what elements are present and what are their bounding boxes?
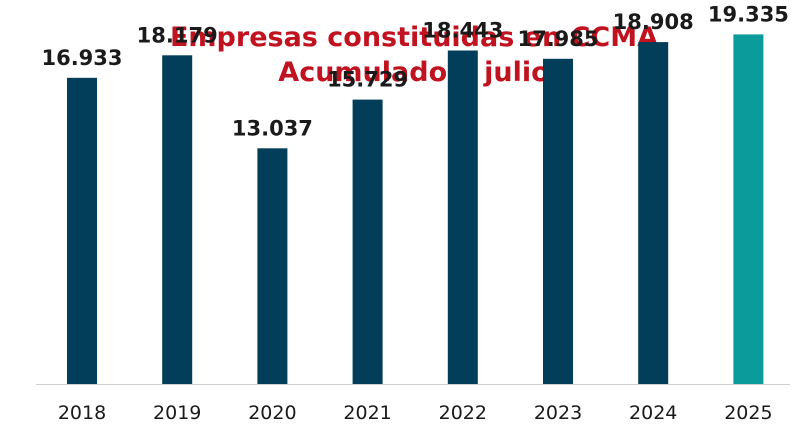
bar-2023 — [543, 58, 573, 385]
chart-title: Empresas constituidas en CCMA Acumulado a… — [170, 22, 658, 88]
bars — [67, 34, 764, 385]
bar-2019 — [162, 55, 193, 385]
bar-2018 — [67, 77, 97, 385]
x-tick-label-2022: 2022 — [439, 402, 487, 424]
x-tick-label-2018: 2018 — [58, 402, 106, 424]
x-tick-label-2024: 2024 — [629, 402, 677, 424]
x-tick-label-2023: 2023 — [534, 402, 582, 424]
bar-2021 — [352, 99, 383, 384]
data-label-2024: 18.908 — [613, 10, 694, 34]
data-label-2018: 16.933 — [41, 46, 122, 70]
data-label-2020: 13.037 — [232, 116, 313, 140]
x-tick-label-2019: 2019 — [153, 402, 201, 424]
chart-title-line-1: Empresas constituidas en CCMA — [170, 22, 658, 53]
data-labels: 16.933 18.179 13.037 15.729 18.443 17.985 18.9… — [41, 2, 788, 140]
data-label-2023: 17.985 — [517, 27, 598, 51]
bar-2020 — [257, 148, 288, 384]
bar-2022 — [447, 50, 478, 384]
data-label-2019: 18.179 — [137, 23, 218, 47]
chart-title-line-2: Acumulado a julio — [278, 57, 549, 88]
x-tick-label-2020: 2020 — [248, 402, 296, 424]
data-label-2022: 18.443 — [422, 19, 503, 43]
data-label-2021: 15.729 — [327, 68, 408, 92]
bar-2024 — [638, 42, 669, 384]
bar-2025 — [733, 34, 764, 385]
data-label-2025: 19.335 — [708, 2, 789, 26]
x-axis-tick-labels: 2018 2019 2020 2021 2022 2023 2024 2025 — [58, 402, 773, 424]
x-tick-label-2025: 2025 — [724, 402, 772, 424]
x-tick-label-2021: 2021 — [343, 402, 391, 424]
